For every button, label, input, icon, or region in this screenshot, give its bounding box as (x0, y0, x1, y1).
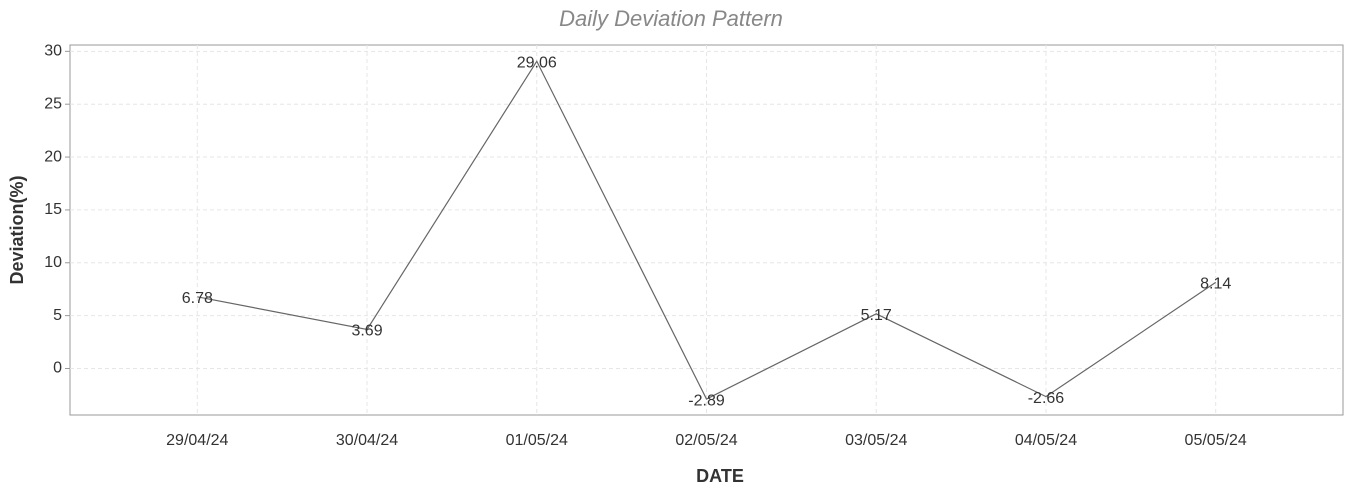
data-label: 6.78 (182, 290, 213, 307)
y-axis-label: Deviation(%) (7, 175, 27, 284)
x-axis-label: DATE (696, 466, 744, 486)
x-tick-label: 29/04/24 (166, 432, 228, 449)
data-label: 5.17 (861, 307, 892, 324)
data-label: -2.66 (1028, 390, 1065, 407)
data-label: -2.89 (688, 392, 725, 409)
x-tick-label: 03/05/24 (845, 432, 907, 449)
plot-group: 6.78 3.69 29.06 -2.89 5.17 -2.66 8.14 (182, 54, 1232, 409)
data-label: 3.69 (351, 323, 382, 340)
y-tick-label: 5 (53, 307, 62, 324)
chart-title: Daily Deviation Pattern (559, 6, 783, 31)
data-label: 8.14 (1200, 276, 1231, 293)
y-tick-label: 25 (44, 95, 62, 112)
x-tick-label: 05/05/24 (1185, 432, 1247, 449)
y-tick-label: 0 (53, 360, 62, 377)
x-tick-label: 01/05/24 (506, 432, 568, 449)
line (197, 60, 1217, 400)
x-tick-label: 04/05/24 (1015, 432, 1077, 449)
y-tick-label: 10 (44, 254, 62, 271)
x-tick-label: 30/04/24 (336, 432, 398, 449)
x-tick-label: 02/05/24 (675, 432, 737, 449)
y-tick-label: 20 (44, 148, 62, 165)
y-tick-label: 15 (44, 201, 62, 218)
data-label: 29.06 (517, 54, 557, 71)
y-tick-label: 30 (44, 43, 62, 60)
